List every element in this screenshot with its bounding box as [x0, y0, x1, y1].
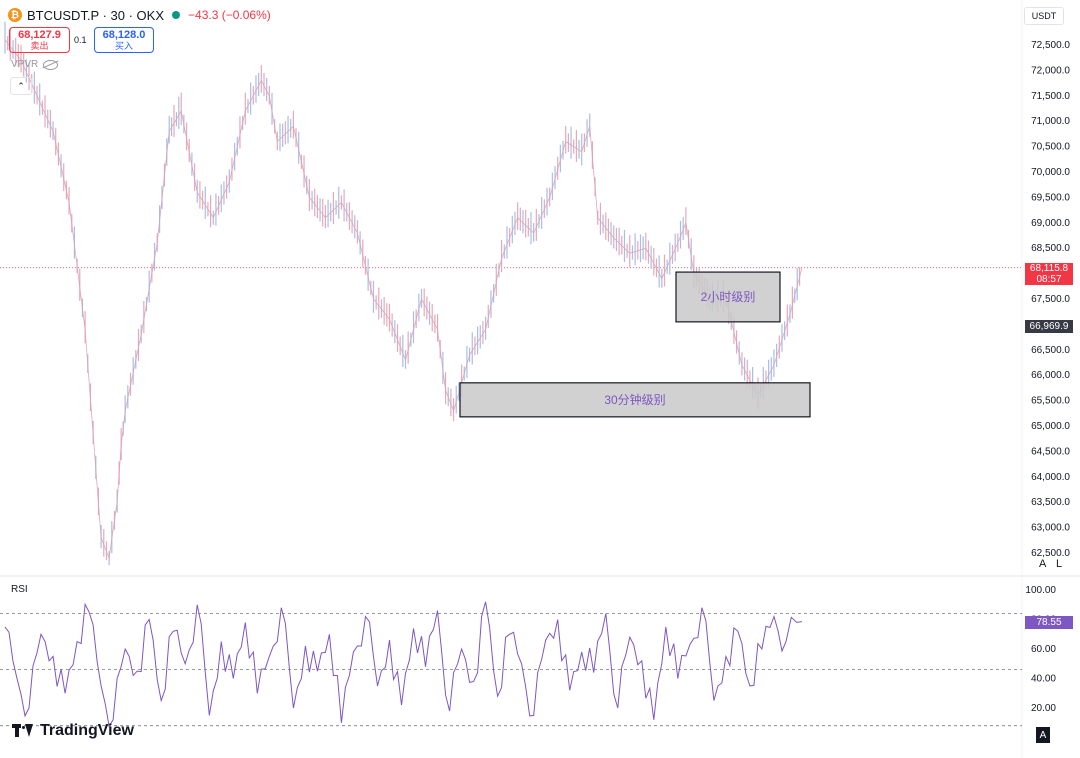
buy-label: 买入	[114, 41, 133, 51]
last-price-value: 68,115.8	[1029, 263, 1069, 274]
chevron-up-icon: ⌃	[17, 80, 25, 91]
price-tick-label: 71,500.0	[1031, 91, 1070, 102]
market-status-dot	[172, 11, 181, 19]
symbol-header[interactable]: ₿ BTCUSDT.P · 30 · OKX −43.3 (−0.06%)	[8, 6, 271, 24]
log-scale-button[interactable]: L	[1056, 558, 1063, 570]
auto-scale-button[interactable]: A	[1039, 558, 1047, 570]
price-tick-label: 69,500.0	[1031, 192, 1070, 203]
rsi-tick-label: 100.00	[1025, 585, 1056, 596]
bar-countdown: 08:57	[1036, 274, 1062, 285]
price-tick-label: 72,500.0	[1031, 40, 1070, 51]
price-tick-label: 68,500.0	[1031, 243, 1070, 254]
price-tick-label: 63,000.0	[1031, 523, 1070, 534]
price-tick-label: 65,500.0	[1031, 396, 1070, 407]
symbol-title[interactable]: BTCUSDT.P · 30 · OKX	[27, 7, 165, 23]
indicator-name: VPVR	[11, 59, 39, 70]
spread-value: 0.1	[74, 35, 87, 45]
price-tick-label: 72,000.0	[1031, 65, 1070, 76]
price-tick-label: 63,500.0	[1031, 497, 1070, 508]
buy-button[interactable]: 68,128.0 买入	[94, 27, 154, 53]
crosshair-price-tag: 66,969.9	[1025, 320, 1073, 333]
price-tick-label: 65,000.0	[1031, 421, 1070, 432]
last-price-tag: 68,115.8 08:57	[1025, 263, 1073, 285]
price-tick-label: 64,500.0	[1031, 446, 1070, 457]
collapse-legend-button[interactable]: ⌃	[10, 77, 32, 95]
rsi-tick-label: 20.00	[1031, 703, 1056, 714]
price-tick-label: 62,500.0	[1031, 548, 1070, 559]
bitcoin-icon: ₿	[8, 8, 22, 22]
tradingview-logo-icon	[12, 724, 34, 738]
price-tick-label: 71,000.0	[1031, 116, 1070, 127]
brand-name: TradingView	[40, 722, 134, 739]
annotation-label: 30分钟级别	[604, 392, 665, 407]
tradingview-logo[interactable]: TradingView	[12, 722, 134, 740]
sell-label: 卖出	[30, 41, 49, 51]
price-tick-label: 66,500.0	[1031, 345, 1070, 356]
annotation-zone	[459, 382, 811, 418]
price-tick-label: 64,000.0	[1031, 472, 1070, 483]
rsi-line	[4, 601, 803, 728]
price-tick-label: 67,500.0	[1031, 294, 1070, 305]
annotation-zone	[675, 271, 781, 323]
corner-logo-icon: A	[1036, 727, 1050, 743]
indicator-legend[interactable]: VPVR	[11, 59, 59, 70]
price-tick-label: 70,500.0	[1031, 142, 1070, 153]
annotation-label: 2小时级别	[701, 290, 756, 304]
rsi-panel-label[interactable]: RSI	[11, 584, 28, 595]
currency-selector[interactable]: USDT	[1024, 7, 1064, 25]
sell-price: 68,127.9	[18, 29, 61, 41]
buy-price: 68,128.0	[102, 29, 146, 41]
rsi-tick-label: 40.00	[1031, 674, 1056, 685]
price-tick-label: 69,000.0	[1031, 218, 1070, 229]
price-change: −43.3 (−0.06%)	[188, 8, 271, 22]
sell-button[interactable]: 68,127.9 卖出	[9, 27, 70, 53]
eye-hidden-icon[interactable]	[43, 59, 59, 70]
price-tick-label: 70,000.0	[1031, 167, 1070, 178]
price-line	[4, 39, 803, 560]
price-tick-label: 66,000.0	[1031, 370, 1070, 381]
rsi-tick-label: 60.00	[1031, 644, 1056, 655]
rsi-value-tag: 78.55	[1025, 616, 1073, 629]
